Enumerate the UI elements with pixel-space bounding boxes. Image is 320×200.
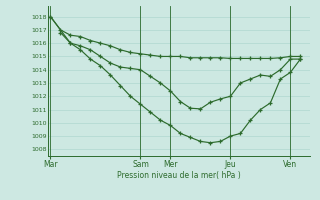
- X-axis label: Pression niveau de la mer( hPa ): Pression niveau de la mer( hPa ): [117, 171, 241, 180]
